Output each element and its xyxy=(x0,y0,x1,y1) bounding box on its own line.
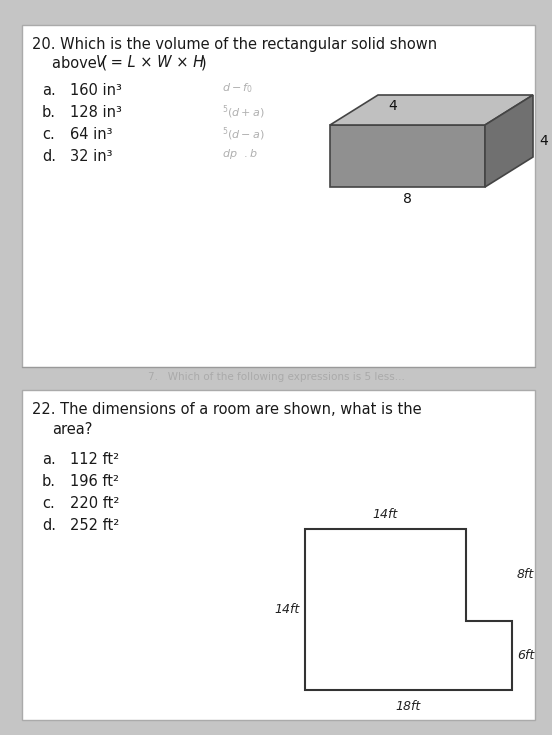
Polygon shape xyxy=(330,95,533,125)
Text: 160 in³: 160 in³ xyxy=(70,83,122,98)
Text: d.: d. xyxy=(42,518,56,533)
Text: $d - f_0$: $d - f_0$ xyxy=(222,81,253,95)
Text: 14ft: 14ft xyxy=(275,603,300,616)
Text: 6ft: 6ft xyxy=(517,649,534,662)
Text: above (: above ( xyxy=(52,55,107,70)
Text: c.: c. xyxy=(42,127,55,142)
Text: 4: 4 xyxy=(389,99,397,113)
Polygon shape xyxy=(305,529,512,690)
Text: 8ft: 8ft xyxy=(517,568,534,581)
Text: $dp \ \ .b$: $dp \ \ .b$ xyxy=(222,147,258,161)
Text: b.: b. xyxy=(42,474,56,489)
Polygon shape xyxy=(330,125,485,187)
Text: $^5(d+a)$: $^5(d+a)$ xyxy=(222,103,264,121)
Text: ): ) xyxy=(201,55,206,70)
Text: a.: a. xyxy=(42,83,56,98)
Polygon shape xyxy=(485,95,533,187)
Text: 32 in³: 32 in³ xyxy=(70,149,113,164)
Text: 4: 4 xyxy=(539,134,548,148)
Text: 252 ft²: 252 ft² xyxy=(70,518,119,533)
Text: 20. Which is the volume of the rectangular solid shown: 20. Which is the volume of the rectangul… xyxy=(32,37,437,52)
Text: c.: c. xyxy=(42,496,55,511)
Text: $^5(d-a)$: $^5(d-a)$ xyxy=(222,125,264,143)
FancyBboxPatch shape xyxy=(22,25,535,367)
Text: b.: b. xyxy=(42,105,56,120)
Text: 7.   Which of the following expressions is 5 less...: 7. Which of the following expressions is… xyxy=(147,372,405,382)
Text: V = L × W × H: V = L × W × H xyxy=(96,55,204,70)
Text: 220 ft²: 220 ft² xyxy=(70,496,119,511)
Text: 128 in³: 128 in³ xyxy=(70,105,122,120)
Text: 22. The dimensions of a room are shown, what is the: 22. The dimensions of a room are shown, … xyxy=(32,402,422,417)
Text: d.: d. xyxy=(42,149,56,164)
Text: 8: 8 xyxy=(403,192,412,206)
Text: 64 in³: 64 in³ xyxy=(70,127,113,142)
Text: 112 ft²: 112 ft² xyxy=(70,452,119,467)
Text: area?: area? xyxy=(52,422,92,437)
Text: 14ft: 14ft xyxy=(373,508,398,521)
Text: 18ft: 18ft xyxy=(396,700,421,713)
FancyBboxPatch shape xyxy=(22,390,535,720)
Text: 196 ft²: 196 ft² xyxy=(70,474,119,489)
Text: a.: a. xyxy=(42,452,56,467)
